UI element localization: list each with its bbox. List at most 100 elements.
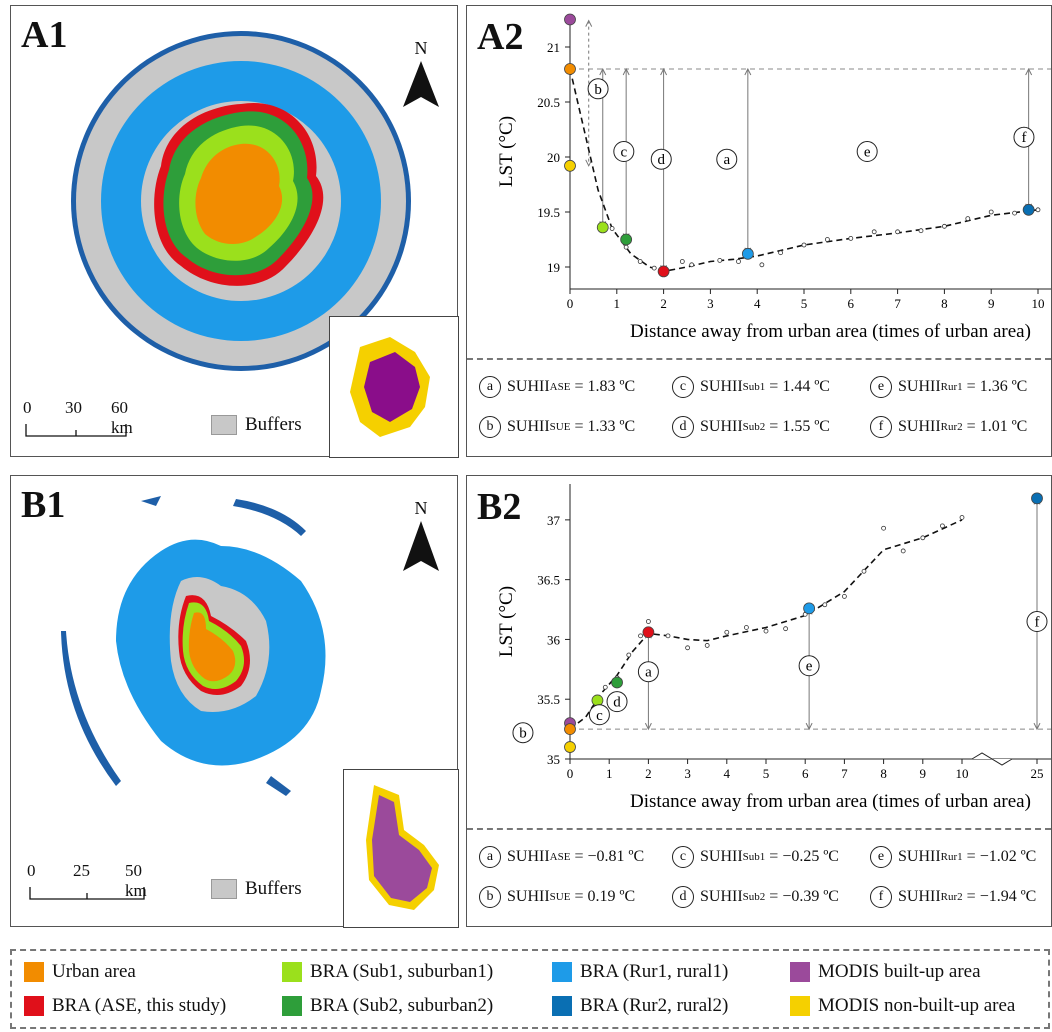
sample-point — [988, 209, 994, 215]
legend-item: BRA (Sub2, suburban2) — [282, 995, 493, 1017]
scale-tick-label: 25 — [73, 861, 90, 880]
x-tick-label: 1 — [606, 766, 613, 781]
arrow-head — [805, 722, 813, 731]
sample-point — [704, 643, 710, 648]
panel-a1-map: A1 N 0 30 60 km Buffers — [10, 5, 459, 458]
suhii-subscript: ASE — [549, 851, 571, 863]
sample-point — [881, 525, 887, 531]
arrow-head — [1033, 722, 1041, 731]
annotation-circle — [856, 141, 878, 162]
lst-chart-a2: 0 1 2 3 4 5 6 7 8 9 10 19 19.5 20 20.5 21 Distance away … — [496, 13, 1051, 342]
legend-label: BRA (ASE, this study) — [52, 995, 227, 1016]
sample-point — [801, 242, 807, 248]
x-tick-label: 6 — [802, 766, 809, 781]
legend-label: BRA (Sub2, suburban2) — [310, 995, 494, 1016]
x-tick-label: 0 — [567, 296, 574, 311]
series-point — [642, 626, 655, 639]
sample-point — [665, 633, 671, 639]
x-tick-label: 7 — [894, 296, 901, 311]
annotation-letter: b — [594, 82, 602, 98]
legend-label: MODIS built-up area — [818, 961, 981, 982]
series-point — [1022, 203, 1035, 216]
annotation-circle — [588, 704, 610, 726]
legend-label: BRA (Rur2, rural2) — [580, 995, 729, 1016]
series-point — [564, 741, 576, 753]
series-point — [564, 723, 576, 736]
y-tick-label: 21 — [547, 40, 560, 55]
sample-point — [778, 250, 784, 256]
x-tick-label: 8 — [941, 296, 948, 311]
buffers-legend-b1: Buffers — [211, 878, 302, 900]
sample-point — [783, 626, 789, 632]
sample-point — [965, 216, 971, 222]
y-tick-label: 35 — [547, 752, 560, 767]
x-tick-label: 9 — [920, 766, 927, 781]
y-tick-label: 19.5 — [537, 205, 560, 220]
y-axis-label: LST (°C) — [496, 116, 517, 187]
sample-point — [939, 523, 945, 529]
annotation-letter: e — [864, 145, 871, 161]
sample-point — [623, 244, 629, 250]
suhii-subscript: Sub2 — [742, 421, 766, 433]
series-point — [803, 602, 816, 615]
buffers-label: Buffers — [245, 414, 302, 435]
suhii-name: SUHII — [507, 888, 550, 905]
annotation-circle — [606, 691, 628, 713]
suhii-name: SUHII — [898, 888, 941, 905]
north-label: N — [414, 498, 428, 518]
x-tick-label: 10 — [1032, 296, 1045, 311]
sample-point — [871, 229, 877, 235]
sample-point — [861, 568, 867, 574]
x-tick-label: 10 — [956, 766, 969, 781]
sample-point — [736, 259, 741, 264]
buffers-legend-a1: Buffers — [211, 414, 302, 436]
sample-point — [759, 262, 765, 268]
annotation-circle — [650, 148, 672, 170]
sample-point — [822, 602, 828, 608]
series-point — [591, 694, 604, 707]
annotation-letter: f — [1021, 130, 1026, 146]
panel-b2-chart: B2 0 1 2 3 4 5 6 7 8 9 10 25 35 35.5 36 36.5 37 Distance … — [466, 475, 1052, 927]
legend-label: BRA (Rur1, rural1) — [580, 961, 729, 982]
suhii-letter-circle: b — [479, 886, 501, 908]
series-point — [1031, 492, 1043, 505]
inset-map-a1 — [329, 316, 459, 458]
suhii-entry: d SUHII Sub2 = −0.39 ºC — [672, 886, 839, 908]
map-legend: Urban area BRA (Sub1, suburban1) BRA (Rur1… — [10, 949, 1050, 1029]
series-point — [564, 63, 576, 75]
annotation-letter: c — [596, 708, 603, 724]
suhii-subscript: ASE — [549, 381, 571, 393]
trend-line — [569, 68, 1039, 273]
suhii-entry: f SUHII Rur2 = −1.94 ºC — [870, 886, 1036, 908]
x-tick-label: 0 — [567, 766, 574, 781]
suhii-entry: e SUHII Rur1 = 1.36 ºC — [870, 376, 1027, 398]
sample-point — [626, 652, 632, 658]
inset-map-b1 — [343, 769, 459, 928]
legend-item: BRA (Sub1, suburban1) — [282, 961, 493, 983]
suhii-entry: d SUHII Sub2 = 1.55 ºC — [672, 416, 830, 438]
arrow-head — [744, 67, 752, 76]
suhii-subscript: Rur2 — [940, 421, 963, 433]
y-axis-label: LST (°C) — [496, 586, 517, 657]
suhii-name: SUHII — [898, 418, 941, 435]
scale-tick-label: 30 — [65, 398, 82, 417]
sample-point — [920, 535, 926, 541]
annotation-circle — [798, 655, 820, 677]
sample-point — [743, 625, 749, 630]
legend-label: Urban area — [52, 961, 136, 982]
suhii-entry: b SUHII SUE = 0.19 ºC — [479, 886, 635, 908]
panel-label-b2: B2 — [477, 486, 522, 528]
suhii-value: = −1.94 ºC — [966, 888, 1037, 905]
sample-point — [717, 257, 723, 263]
sample-point — [685, 645, 691, 651]
suhii-table-a: a SUHII ASE = 1.83 ºC c SUHII Sub1 = 1.44 ºC e SU… — [467, 358, 1051, 458]
sample-point — [895, 229, 901, 235]
legend-label: BRA (Sub1, suburban1) — [310, 961, 494, 982]
suhii-letter-circle: b — [479, 416, 501, 438]
suhii-value: = −0.25 ºC — [769, 848, 839, 865]
y-tick-label: 19 — [547, 260, 560, 275]
arrow-head — [660, 67, 668, 76]
buffers-label: Buffers — [245, 878, 302, 899]
suhii-value: = 1.36 ºC — [966, 378, 1028, 395]
legend-swatch — [24, 996, 44, 1016]
